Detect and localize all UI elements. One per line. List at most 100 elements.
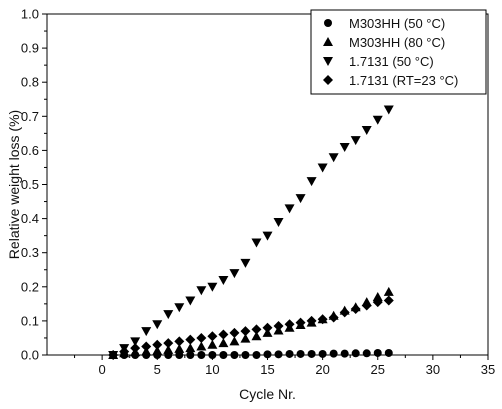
data-point — [384, 348, 393, 357]
legend-marker-3 — [323, 75, 333, 85]
data-point — [174, 343, 185, 353]
data-point — [152, 320, 163, 330]
data-point — [152, 339, 163, 350]
x-tick-label: 35 — [481, 362, 495, 377]
data-point — [296, 349, 305, 358]
data-point — [339, 307, 350, 318]
data-point — [207, 339, 218, 349]
data-point — [329, 349, 338, 358]
data-point — [285, 349, 294, 358]
data-point — [339, 142, 350, 152]
data-point — [219, 351, 228, 359]
data-point — [350, 136, 361, 146]
data-point — [185, 334, 196, 345]
data-point — [163, 338, 174, 349]
data-point — [108, 350, 119, 360]
data-point — [373, 348, 382, 357]
ticks: 0 5 10 15 20 25 30 35 0.0 0.1 0.2 0.3 0.4 0.5 0.6 0.7 0.… — [21, 7, 495, 378]
data-point — [197, 351, 206, 359]
legend-marker-2 — [323, 57, 333, 66]
data-point — [218, 329, 229, 340]
data-point — [317, 314, 328, 325]
data-point — [240, 333, 251, 343]
y-tick-label: 0.5 — [21, 177, 39, 192]
series-3 — [108, 295, 394, 360]
data-point — [141, 327, 152, 337]
y-tick-label: 0.8 — [21, 75, 39, 90]
data-point — [295, 317, 306, 328]
data-point — [284, 319, 295, 330]
data-point — [372, 292, 383, 302]
data-point — [174, 303, 185, 313]
data-point — [196, 332, 207, 343]
data-point — [230, 351, 239, 359]
data-point — [130, 343, 141, 354]
y-tick-label: 0.1 — [21, 313, 39, 328]
data-point — [196, 286, 207, 296]
data-point — [372, 115, 383, 125]
data-point — [175, 351, 184, 359]
x-tick-label: 5 — [154, 362, 161, 377]
data-point — [273, 321, 284, 332]
data-point — [383, 105, 394, 115]
data-point — [340, 349, 349, 358]
data-point — [306, 315, 317, 326]
data-point — [251, 324, 262, 335]
legend-label: M303HH (50 °C) — [349, 16, 445, 31]
data-point — [362, 349, 371, 358]
x-axis-title: Cycle Nr. — [239, 386, 296, 402]
data-point — [273, 218, 284, 228]
data-point — [207, 282, 218, 292]
x-tick-label: 30 — [426, 362, 440, 377]
legend-label: M303HH (80 °C) — [349, 35, 445, 50]
legend-marker-0 — [324, 19, 332, 27]
data-point — [251, 331, 262, 341]
data-point — [240, 258, 251, 268]
data-point — [318, 349, 327, 358]
data-point — [229, 336, 240, 346]
data-point — [372, 297, 383, 308]
legend-box — [310, 9, 487, 95]
data-point — [152, 345, 163, 355]
x-tick-label: 0 — [99, 362, 106, 377]
data-point — [208, 351, 217, 359]
y-tick-label: 0.3 — [21, 245, 39, 260]
data-point — [130, 337, 141, 347]
data-point — [163, 310, 174, 320]
data-point — [383, 286, 394, 296]
data-point — [141, 341, 152, 352]
data-marks — [108, 105, 394, 360]
data-point — [317, 163, 328, 173]
data-point — [252, 351, 261, 359]
data-point — [196, 341, 207, 351]
data-point — [383, 295, 394, 306]
data-point — [328, 153, 339, 163]
data-point — [361, 300, 372, 311]
data-point — [229, 327, 240, 338]
y-tick-label: 0.6 — [21, 143, 39, 158]
y-tick-label: 0.4 — [21, 211, 39, 226]
x-tick-label: 15 — [260, 362, 274, 377]
series-1 — [108, 286, 394, 359]
series-2 — [108, 105, 394, 360]
legend-marker-1 — [323, 37, 333, 46]
x-tick-label: 20 — [315, 362, 329, 377]
legend-label: 1.7131 (RT=23 °C) — [349, 73, 458, 88]
data-point — [263, 350, 272, 359]
data-point — [328, 312, 339, 323]
data-point — [163, 344, 174, 354]
x-tick-label: 10 — [205, 362, 219, 377]
data-point — [262, 322, 273, 333]
data-point — [174, 336, 185, 347]
y-tick-label: 0.7 — [21, 109, 39, 124]
data-point — [350, 303, 361, 314]
data-point — [306, 177, 317, 187]
data-point — [295, 194, 306, 204]
legend-label: 1.7131 (50 °C) — [349, 54, 434, 69]
legend: M303HH (50 °C) M303HH (80 °C) 1.7131 (50 °… — [310, 9, 487, 95]
x-tick-label: 25 — [371, 362, 385, 377]
y-tick-label: 0.9 — [21, 41, 39, 56]
data-point — [262, 231, 273, 241]
data-point — [251, 238, 262, 248]
